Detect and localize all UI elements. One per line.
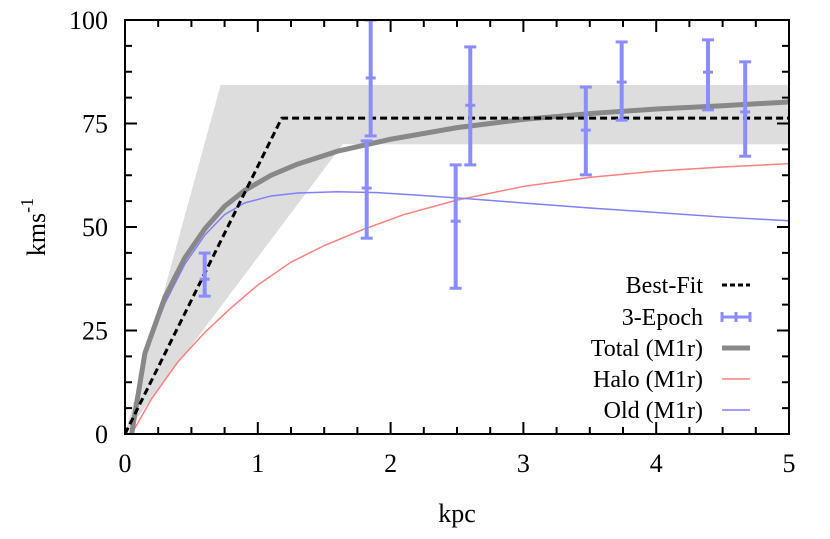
old-m1r-curve xyxy=(130,191,789,434)
x-axis-label: kpc xyxy=(438,499,476,528)
errorbar-point xyxy=(464,45,477,167)
legend-swatch-3-epoch xyxy=(720,312,752,322)
errorbar-layer xyxy=(198,20,752,298)
errorbar-point xyxy=(364,20,377,138)
y-tick-label: 0 xyxy=(95,420,108,449)
x-tick-label: 4 xyxy=(650,449,663,478)
errorbar-point xyxy=(449,163,462,290)
total-m1r-curve xyxy=(129,99,789,434)
y-axis-label: kms-1 xyxy=(17,198,51,256)
errorbar-point xyxy=(739,60,752,158)
errorbar-point xyxy=(360,139,373,240)
series-layer xyxy=(125,99,789,434)
y-tick-label: 25 xyxy=(82,317,108,346)
legend-label-3-epoch: 3-Epoch xyxy=(622,305,703,331)
halo-m1r-curve xyxy=(130,162,789,434)
svg-text:kms-1: kms-1 xyxy=(17,198,51,256)
x-tick-label: 1 xyxy=(251,449,264,478)
y-axis-label-main: kms xyxy=(22,213,51,256)
y-tick-label: 75 xyxy=(82,110,108,139)
y-axis-label-superscript: -1 xyxy=(17,198,37,213)
best-fit-curve xyxy=(125,116,789,434)
uncertainty-band xyxy=(125,84,789,434)
legend-label-old: Old (M1r) xyxy=(604,398,703,424)
y-tick-label: 50 xyxy=(82,213,108,242)
errorbar-point xyxy=(615,40,628,122)
errorbar-point xyxy=(198,251,211,298)
legend: Best-Fit 3-Epoch Total (M1r) Halo (M1r) … xyxy=(591,273,752,424)
axis-ticks xyxy=(124,19,790,435)
errorbar-point xyxy=(579,85,592,177)
legend-swatches xyxy=(720,283,752,411)
x-tick-label: 2 xyxy=(384,449,397,478)
errorbar-point xyxy=(701,38,714,112)
legend-label-total: Total (M1r) xyxy=(591,336,703,362)
y-tick-label: 100 xyxy=(69,6,108,35)
x-tick-label: 0 xyxy=(119,449,132,478)
plot-area xyxy=(125,20,789,434)
x-tick-label: 5 xyxy=(783,449,796,478)
legend-label-halo: Halo (M1r) xyxy=(593,367,703,393)
x-tick-label: 3 xyxy=(517,449,530,478)
legend-label-best-fit: Best-Fit xyxy=(626,273,704,299)
